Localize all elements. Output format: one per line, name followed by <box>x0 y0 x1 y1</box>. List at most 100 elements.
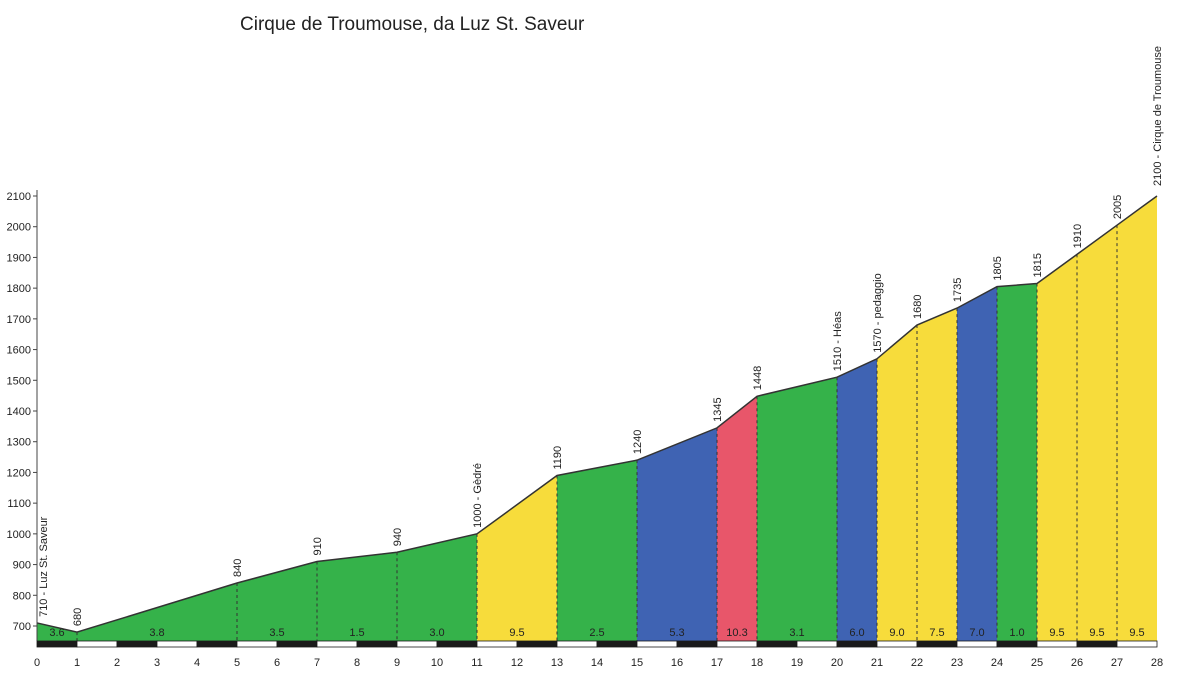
km-strip-cell <box>596 640 638 648</box>
gradient-label: 1.0 <box>1009 627 1024 639</box>
gradient-label: 1.5 <box>349 627 364 639</box>
altitude-label: 710 - Luz St. Saveur <box>38 516 50 617</box>
gradient-label: 3.8 <box>149 627 164 639</box>
altitude-label: 1448 <box>752 366 764 390</box>
altitude-label: 1570 - pedaggio <box>872 273 884 353</box>
x-tick-label: 6 <box>274 657 280 669</box>
y-tick-label: 2000 <box>7 222 31 234</box>
y-tick-label: 1300 <box>7 437 31 449</box>
gradient-label: 7.0 <box>969 627 984 639</box>
altitude-label: 1910 <box>1072 224 1084 248</box>
km-strip-cell <box>396 640 438 648</box>
km-strip-cell <box>836 640 878 648</box>
km-strip-cell <box>116 640 158 648</box>
km-strip-cell <box>756 640 798 648</box>
gradient-label: 2.5 <box>589 627 604 639</box>
gradient-label: 5.3 <box>669 627 684 639</box>
x-tick-label: 16 <box>671 657 683 669</box>
x-tick-label: 21 <box>871 657 883 669</box>
x-tick-label: 10 <box>431 657 443 669</box>
chart-title: Cirque de Troumouse, da Luz St. Saveur <box>240 14 585 35</box>
altitude-label: 1805 <box>992 256 1004 280</box>
km-strip-cell <box>156 640 198 648</box>
segment-fill <box>317 552 397 641</box>
km-strip-cell <box>436 640 478 648</box>
x-tick-label: 23 <box>951 657 963 669</box>
y-tick-label: 1600 <box>7 345 31 357</box>
x-tick-label: 17 <box>711 657 723 669</box>
km-strip-cell <box>196 640 238 648</box>
y-tick-label: 700 <box>13 621 31 633</box>
km-strip-cell <box>556 640 598 648</box>
x-tick-label: 14 <box>591 657 603 669</box>
km-strip-cell <box>276 640 318 648</box>
segment-fill <box>557 460 637 641</box>
km-strip-cell <box>636 640 678 648</box>
segment-fill <box>237 561 317 641</box>
altitude-label: 940 <box>392 528 404 546</box>
x-tick-label: 3 <box>154 657 160 669</box>
x-tick-label: 20 <box>831 657 843 669</box>
profile-line <box>36 195 1158 633</box>
y-tick-label: 1100 <box>7 498 31 510</box>
y-tick-label: 1200 <box>7 467 31 479</box>
segment-fill <box>77 583 237 641</box>
gradient-label: 9.5 <box>1049 627 1064 639</box>
altitude-label: 910 <box>312 537 324 555</box>
segment-fill <box>1037 254 1077 641</box>
x-tick-label: 1 <box>74 657 80 669</box>
x-tick-label: 0 <box>34 657 40 669</box>
km-strip-cell <box>676 640 718 648</box>
x-tick-label: 18 <box>751 657 763 669</box>
altitude-label: 2100 - Cirque de Troumouse <box>1152 46 1164 186</box>
altitude-label: 2005 <box>1112 195 1124 219</box>
y-tick-label: 1000 <box>7 529 31 541</box>
km-strip-cell <box>996 640 1038 648</box>
altitude-label: 1190 <box>552 446 564 470</box>
km-strip-cell <box>876 640 918 648</box>
x-tick-label: 28 <box>1151 657 1163 669</box>
segment-fill <box>757 377 837 641</box>
gradient-label: 9.5 <box>1129 627 1144 639</box>
x-tick-label: 25 <box>1031 657 1043 669</box>
km-strip-cell <box>76 640 118 648</box>
km-strip-cell <box>516 640 558 648</box>
x-tick-label: 8 <box>354 657 360 669</box>
y-tick-label: 800 <box>13 590 31 602</box>
altitude-label: 680 <box>72 608 84 626</box>
x-tick-label: 13 <box>551 657 563 669</box>
km-strip-cell <box>236 640 278 648</box>
km-strip-cell <box>356 640 398 648</box>
x-tick-label: 4 <box>194 657 200 669</box>
km-strip-cell <box>796 640 838 648</box>
x-tick-label: 2 <box>114 657 120 669</box>
altitude-label: 1510 - Héas <box>832 311 844 371</box>
x-tick-label: 9 <box>394 657 400 669</box>
gradient-label: 3.1 <box>789 627 804 639</box>
gradient-label: 3.6 <box>49 627 64 639</box>
km-strip-cell <box>916 640 958 648</box>
km-strip-cell <box>476 640 518 648</box>
segment-fill <box>1077 225 1117 641</box>
segment-fill <box>637 427 717 641</box>
x-tick-label: 7 <box>314 657 320 669</box>
km-strip-cell <box>716 640 758 648</box>
segment-fill <box>477 475 557 641</box>
altitude-label: 1735 <box>952 278 964 302</box>
x-tick-label: 27 <box>1111 657 1123 669</box>
x-tick-label: 11 <box>471 657 482 669</box>
segment-fill <box>837 358 877 641</box>
gradient-label: 3.0 <box>429 627 444 639</box>
segment-fill <box>397 533 477 641</box>
segment-fill <box>37 622 77 641</box>
km-strip-cell <box>1036 640 1078 648</box>
segment-fill <box>1117 196 1157 641</box>
segment-fill <box>957 286 997 641</box>
altitude-label: 1000 - Gèdré <box>472 463 484 528</box>
gradient-label: 3.5 <box>269 627 284 639</box>
km-strip-cell <box>1076 640 1118 648</box>
segment-fill <box>877 325 917 641</box>
x-tick-label: 19 <box>791 657 803 669</box>
